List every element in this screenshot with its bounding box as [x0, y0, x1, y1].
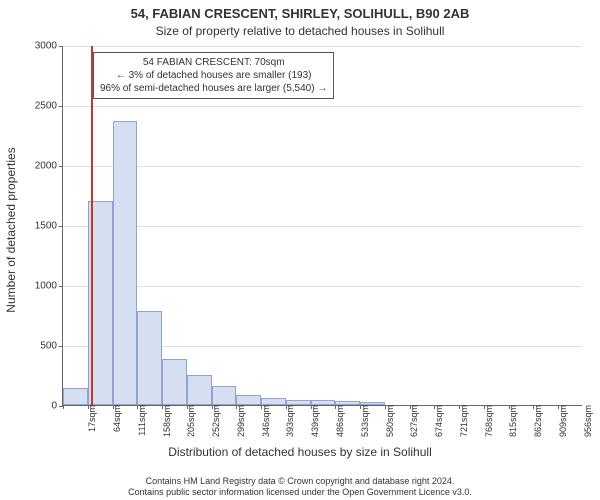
xtick-mark: [533, 405, 534, 409]
xtick-mark: [360, 405, 361, 409]
footer-line-1: Contains HM Land Registry data © Crown c…: [0, 476, 600, 487]
gridline: [63, 286, 582, 287]
chart-container: 54, FABIAN CRESCENT, SHIRLEY, SOLIHULL, …: [0, 0, 600, 500]
ytick-label: 0: [51, 401, 63, 412]
histogram-bar: [63, 388, 88, 405]
gridline: [63, 46, 582, 47]
xtick-mark: [484, 405, 485, 409]
xtick-mark: [385, 405, 386, 409]
marker-line: [91, 46, 93, 405]
xtick-label: 580sqm: [377, 405, 395, 437]
xtick-mark: [236, 405, 237, 409]
xtick-mark: [311, 405, 312, 409]
xtick-mark: [434, 405, 435, 409]
histogram-bar: [137, 311, 162, 405]
ytick-label: 2500: [35, 101, 63, 112]
histogram-bar: [236, 395, 261, 405]
xtick-label: 346sqm: [253, 405, 271, 437]
xtick-mark: [63, 405, 64, 409]
xtick-label: 158sqm: [154, 405, 172, 437]
histogram-bar: [212, 386, 237, 405]
xtick-label: 909sqm: [550, 405, 568, 437]
xtick-label: 17sqm: [79, 405, 97, 432]
xtick-label: 393sqm: [277, 405, 295, 437]
xtick-label: 439sqm: [302, 405, 320, 437]
ytick-label: 3000: [35, 41, 63, 52]
xtick-mark: [162, 405, 163, 409]
gridline: [63, 106, 582, 107]
histogram-bar: [187, 375, 212, 405]
xtick-mark: [212, 405, 213, 409]
xtick-label: 815sqm: [500, 405, 518, 437]
ytick-label: 1000: [35, 281, 63, 292]
chart-title-main: 54, FABIAN CRESCENT, SHIRLEY, SOLIHULL, …: [0, 6, 600, 21]
xtick-label: 862sqm: [525, 405, 543, 437]
xtick-label: 299sqm: [228, 405, 246, 437]
y-axis-label: Number of detached properties: [4, 65, 18, 230]
footer-attribution: Contains HM Land Registry data © Crown c…: [0, 476, 600, 499]
xtick-mark: [187, 405, 188, 409]
xtick-label: 486sqm: [327, 405, 345, 437]
xtick-label: 956sqm: [575, 405, 593, 437]
annotation-box: 54 FABIAN CRESCENT: 70sqm ← 3% of detach…: [93, 52, 334, 99]
xtick-mark: [459, 405, 460, 409]
annotation-line-3: 96% of semi-detached houses are larger (…: [100, 82, 327, 95]
histogram-bar: [113, 121, 138, 405]
xtick-label: 205sqm: [178, 405, 196, 437]
xtick-label: 64sqm: [104, 405, 122, 432]
xtick-mark: [509, 405, 510, 409]
histogram-bar: [261, 398, 286, 405]
xtick-label: 627sqm: [401, 405, 419, 437]
xtick-label: 721sqm: [451, 405, 469, 437]
ytick-label: 2000: [35, 161, 63, 172]
xtick-mark: [88, 405, 89, 409]
gridline: [63, 166, 582, 167]
plot-area: 54 FABIAN CRESCENT: 70sqm ← 3% of detach…: [62, 46, 582, 406]
annotation-line-2: ← 3% of detached houses are smaller (193…: [100, 69, 327, 82]
xtick-label: 768sqm: [476, 405, 494, 437]
gridline: [63, 226, 582, 227]
histogram-bar: [162, 359, 187, 405]
xtick-mark: [113, 405, 114, 409]
x-axis-label: Distribution of detached houses by size …: [0, 445, 600, 459]
xtick-label: 533sqm: [352, 405, 370, 437]
xtick-label: 111sqm: [129, 405, 147, 436]
xtick-mark: [286, 405, 287, 409]
annotation-line-1: 54 FABIAN CRESCENT: 70sqm: [100, 56, 327, 69]
chart-title-sub: Size of property relative to detached ho…: [0, 24, 600, 38]
xtick-mark: [410, 405, 411, 409]
xtick-label: 252sqm: [203, 405, 221, 437]
ytick-label: 1500: [35, 221, 63, 232]
xtick-label: 674sqm: [426, 405, 444, 437]
ytick-label: 500: [40, 341, 63, 352]
footer-line-2: Contains public sector information licen…: [0, 487, 600, 498]
xtick-mark: [261, 405, 262, 409]
xtick-mark: [335, 405, 336, 409]
xtick-mark: [558, 405, 559, 409]
xtick-mark: [137, 405, 138, 409]
